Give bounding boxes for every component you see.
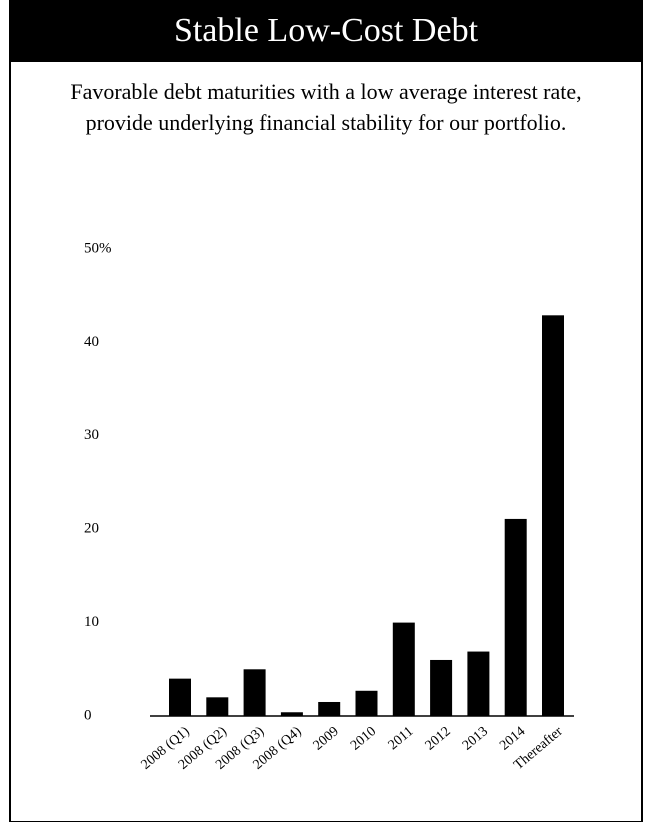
- bar: [392, 622, 415, 716]
- frame: [9, 0, 643, 822]
- bar: [504, 518, 527, 716]
- bar: [542, 315, 564, 716]
- bar: [243, 669, 266, 716]
- subtitle: Favorable debt maturities with a low ave…: [70, 79, 581, 104]
- subtitle: provide underlying financial stability f…: [86, 110, 567, 135]
- bar: [206, 697, 229, 716]
- chart-title: Stable Low-Cost Debt: [174, 12, 479, 49]
- title-bar: [10, 0, 642, 62]
- y-tick-label: 50%: [84, 240, 112, 256]
- bar: [430, 659, 453, 716]
- y-tick-label: 30: [84, 427, 99, 443]
- bar: [355, 690, 378, 716]
- bar: [467, 651, 490, 716]
- bar: [318, 701, 341, 716]
- bar: [169, 678, 191, 716]
- bar: [280, 712, 303, 716]
- y-tick-label: 10: [84, 614, 99, 630]
- y-tick-label: 20: [84, 521, 99, 537]
- y-tick-label: 40: [84, 334, 99, 350]
- y-tick-label: 0: [84, 707, 92, 723]
